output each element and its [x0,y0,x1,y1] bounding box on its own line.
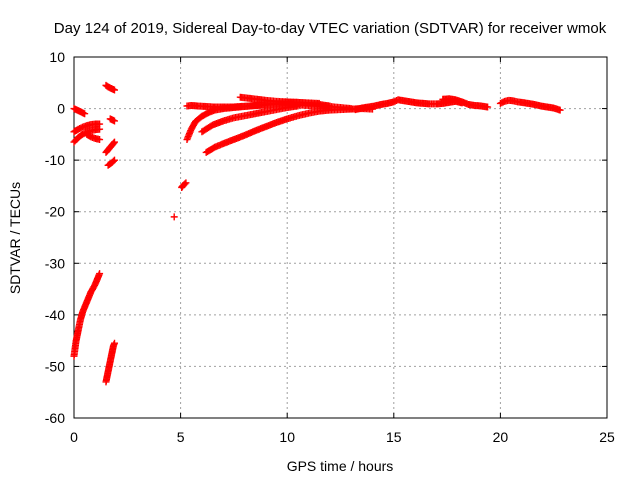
series-arc-19 [439,95,492,111]
data-point [111,156,119,164]
y-tick-label: 0 [57,101,65,117]
x-tick-label: 15 [386,429,402,445]
data-point [96,125,104,133]
plot-frame [73,56,608,419]
data-point [326,102,334,110]
y-tick-label: -50 [45,358,65,374]
series-arc-08 [104,156,119,169]
data-point [170,213,178,221]
series-arc-15 [198,102,302,136]
series-arc-04 [83,130,104,144]
series-arc-18 [351,96,466,114]
y-tick-label: -40 [45,307,65,323]
data-point [111,117,119,125]
data-point [109,157,117,165]
series-arc-06 [106,115,119,125]
x-tick-label: 5 [177,429,185,445]
data-point [182,179,190,187]
series-arc-11 [170,213,178,221]
x-tick-label: 20 [493,429,509,445]
x-tick-label: 10 [279,429,295,445]
x-tick-label: 25 [599,429,615,445]
axes-layer: 0 5 10 15 20 25 10 0 -10 -20 -30 -40 -50 -60 [45,49,615,445]
series-arc-20 [496,96,564,114]
data-point [111,339,119,347]
y-tick-label: -30 [45,255,65,271]
y-tick-label: -20 [45,204,65,220]
series-arc-09 [70,270,104,360]
data-point [484,103,492,111]
y-tick-label: -60 [45,410,65,426]
y-axis-label: SDTVAR / TECUs [7,182,23,294]
series-arc-17 [236,93,334,110]
series-arc-16 [202,105,376,156]
data-point [110,139,118,147]
series-arc-01 [70,105,89,118]
data-point [81,110,89,118]
y-tick-label: -10 [45,152,65,168]
y-tick-label: 10 [49,49,65,65]
chart-title: Day 124 of 2019, Sidereal Day-to-day VTE… [54,20,607,37]
series-arc-02 [70,120,104,136]
data-point [111,86,119,94]
data-point [181,180,189,188]
series-arc-10 [102,339,119,386]
x-axis-label: GPS time / hours [287,458,394,474]
series-arc-05 [102,81,119,94]
data-point [556,106,564,114]
data-point [96,136,104,144]
series-arc-07 [102,138,119,156]
series-arc-12 [178,179,190,191]
x-tick-label: 0 [70,429,78,445]
data-marks-layer [70,81,564,386]
data-point [111,138,119,146]
data-point [96,270,104,278]
